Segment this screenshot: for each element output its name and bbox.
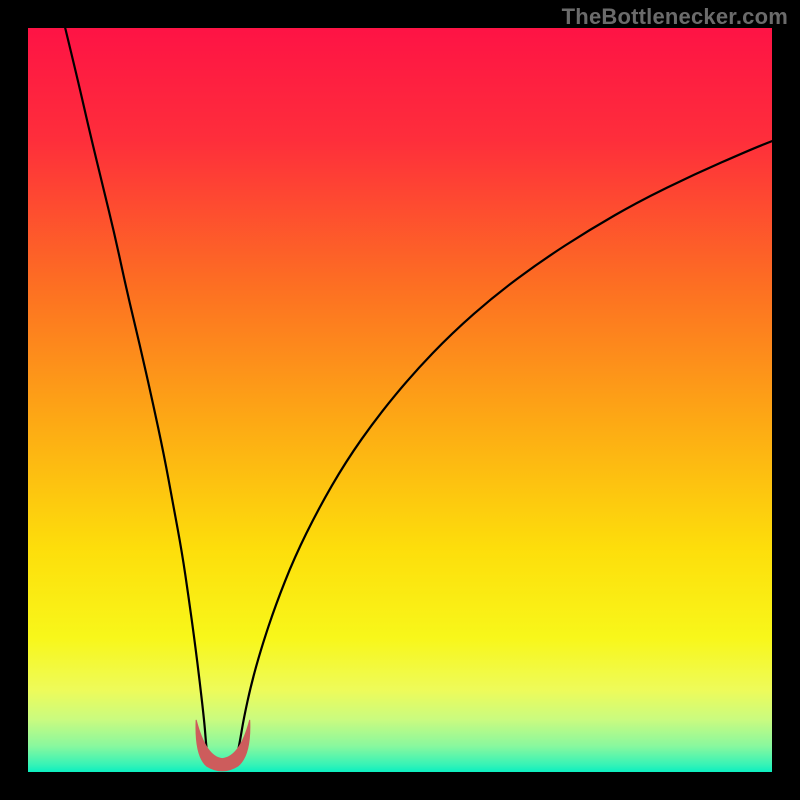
- bottleneck-chart: [0, 0, 800, 800]
- watermark-label: TheBottlenecker.com: [562, 4, 788, 30]
- plot-background: [28, 28, 772, 772]
- chart-root: TheBottlenecker.com: [0, 0, 800, 800]
